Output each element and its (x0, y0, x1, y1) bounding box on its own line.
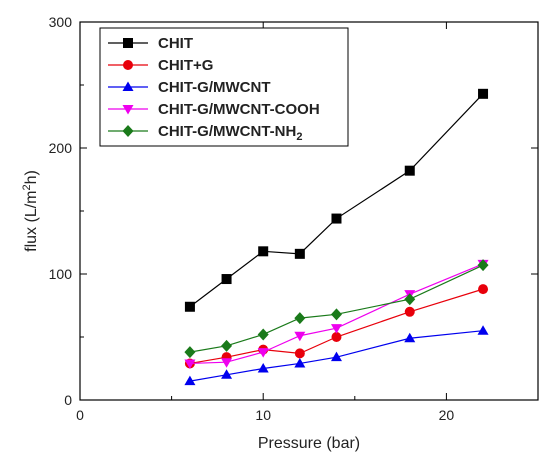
legend-label: CHIT-G/MWCNT-NH2 (158, 123, 302, 143)
data-point (257, 363, 269, 373)
data-point (331, 213, 342, 224)
data-point (258, 246, 269, 257)
data-point (221, 358, 233, 368)
legend-marker (122, 81, 134, 91)
data-point (257, 328, 269, 341)
legend-label-text: CHIT-G/MWCNT-COOH (158, 101, 320, 118)
y-tick-label: 0 (64, 392, 72, 408)
legend-label: CHIT-G/MWCNT (158, 79, 270, 96)
data-point (478, 88, 489, 99)
data-point (294, 312, 306, 325)
x-tick-label: 0 (76, 407, 84, 423)
data-point (404, 306, 415, 317)
data-point (477, 259, 489, 272)
legend-label-text: CHIT-G/MWCNT (158, 79, 270, 96)
x-tick-label: 10 (255, 407, 271, 423)
legend-marker (123, 60, 133, 70)
data-point (184, 375, 196, 386)
legend-marker (123, 38, 133, 48)
data-point (294, 331, 306, 342)
series-3 (184, 325, 489, 386)
y-axis-label-suffix: h) (23, 170, 40, 184)
x-axis-label: Pressure (bar) (258, 435, 360, 452)
data-point (404, 293, 416, 306)
y-tick-label: 300 (49, 14, 73, 30)
data-point (221, 339, 233, 352)
y-axis-label-prefix: flux (L/m (23, 191, 40, 252)
series-5 (184, 259, 489, 359)
data-point (330, 308, 342, 321)
legend-label: CHIT (158, 35, 193, 52)
legend: CHIT CHIT+G CHIT-G/MWCNT CHIT-G/MWCNT-COOH C… (99, 27, 349, 147)
legend-marker (122, 105, 134, 115)
data-point (294, 248, 305, 259)
y-axis-label-sup: 2 (21, 184, 33, 190)
data-point (477, 325, 489, 335)
data-point (221, 274, 232, 285)
x-tick-label: 20 (439, 407, 455, 423)
legend-label: CHIT-G/MWCNT-COOH (158, 101, 320, 118)
y-axis-label: flux (L/m2h) (21, 170, 40, 252)
y-tick-label: 100 (49, 266, 73, 282)
data-point (330, 351, 342, 362)
legend-label-text: CHIT (158, 35, 193, 52)
data-point (294, 357, 306, 368)
data-point (184, 346, 196, 359)
data-point (221, 369, 233, 379)
data-point (478, 284, 489, 295)
data-point (184, 359, 196, 369)
data-point (330, 324, 342, 334)
legend-label-text: CHIT-G/MWCNT-NH (158, 123, 296, 140)
legend-label-sub: 2 (296, 131, 302, 143)
series-1 (184, 88, 489, 312)
legend-marker (122, 125, 134, 137)
data-point (331, 332, 342, 342)
data-point (257, 348, 269, 358)
legend-label: CHIT+G (158, 57, 213, 74)
legend-label-text: CHIT+G (158, 57, 213, 74)
data-point (184, 301, 195, 312)
data-point (404, 332, 416, 343)
data-point (294, 348, 305, 359)
y-tick-label: 200 (49, 140, 73, 156)
data-point (404, 165, 415, 176)
